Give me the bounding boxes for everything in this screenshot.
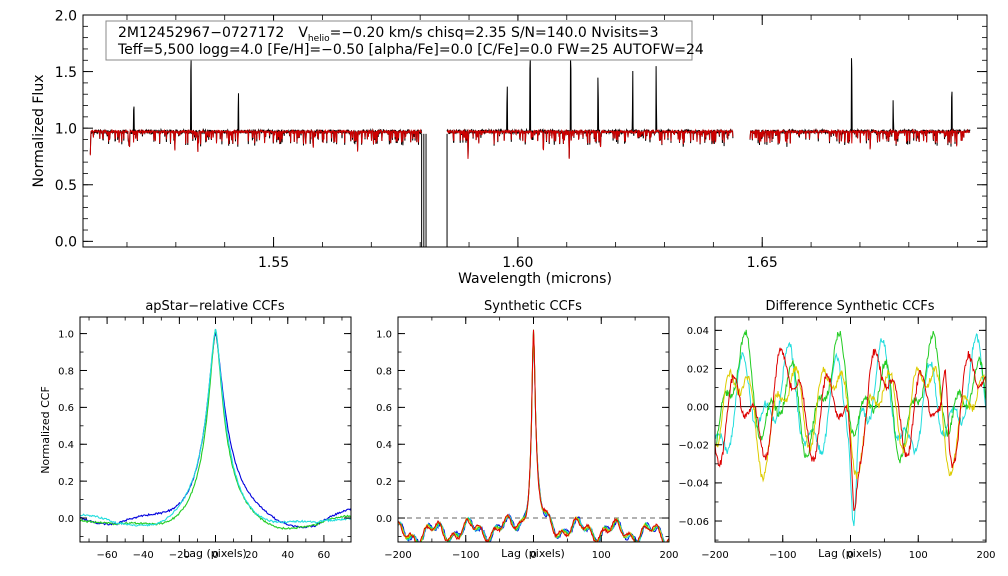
y-tick-label: 0.2 (376, 477, 392, 488)
x-tick-label: 0 (847, 550, 853, 561)
annotation-box (105, 20, 693, 61)
x-tick-label: 20 (245, 550, 258, 561)
ccf-panel-synthetic: −200 −100 0 100 200 0.0 0.2 0.4 0.6 0.8 1.0 Synthe… (376, 299, 678, 561)
annotation-line-2: Teff=5,500 logg=4.0 [Fe/H]=−0.50 [alpha/… (117, 42, 704, 58)
ccf2-frame (397, 316, 670, 543)
x-tick-label: 200 (659, 550, 678, 561)
y-tick-label: 0.0 (55, 235, 77, 251)
spectrum-synthetic-line (89, 128, 422, 156)
ccf3-series-line (715, 333, 986, 527)
ccf2-series-line (398, 329, 669, 542)
x-tick-label: −60 (97, 550, 118, 561)
y-tick-label: 0.2 (58, 477, 74, 488)
ccf1-series-line (80, 328, 351, 527)
y-tick-label: −0.04 (678, 479, 709, 490)
x-tick-label: 0 (530, 550, 536, 561)
y-tick-label: 1.0 (55, 121, 77, 137)
x-tick-label: −40 (133, 550, 154, 561)
y-tick-label: −0.06 (678, 517, 709, 528)
ccf1-frame (79, 316, 352, 543)
y-tick-label: 0.4 (376, 440, 392, 451)
ccf2-series-line (398, 330, 669, 542)
x-tick-label: 60 (318, 550, 331, 561)
y-tick-label: 0.8 (376, 366, 392, 377)
x-tick-label: 100 (592, 550, 611, 561)
ccf3-title: Difference Synthetic CCFs (765, 299, 934, 314)
spectrum-synthetic-line (749, 128, 971, 150)
ccf1-y-label: Normalized CCF (39, 386, 52, 474)
spectrum-frame (82, 14, 988, 248)
ccf1-title: apStar−relative CCFs (145, 299, 285, 314)
y-tick-label: 0.0 (376, 514, 392, 525)
y-tick-label: 0.04 (687, 326, 709, 337)
y-tick-label: 0.5 (55, 178, 77, 194)
x-tick-label: 1.60 (502, 255, 533, 271)
y-tick-label: 0.6 (376, 403, 392, 414)
y-tick-label: 2.0 (55, 8, 77, 24)
x-tick-label: −100 (769, 550, 796, 561)
ccf1-data (80, 328, 351, 530)
ccf2-series-line (398, 329, 669, 542)
ccf2-series-line (398, 333, 665, 542)
ccf1-x-label: Lag (pixels) (183, 547, 247, 560)
ccf1-axes: −60 −40 −20 0 20 40 60 0.0 0.2 0.4 0.6 0.8 1.0 (58, 317, 351, 561)
ccf2-series-line (398, 331, 669, 542)
x-tick-label: −200 (701, 550, 728, 561)
spectrum-x-label: Wavelength (microns) (458, 271, 612, 287)
y-tick-label: 1.0 (376, 329, 392, 340)
x-tick-label: 1.65 (747, 255, 778, 271)
spectrum-axes: 1.55 1.60 1.65 0.0 0.5 1.0 1.5 2.0 (55, 8, 987, 271)
x-tick-label: −100 (452, 550, 479, 561)
y-tick-label: 0.00 (687, 402, 709, 413)
y-tick-label: 0.02 (687, 364, 709, 375)
ccf1-series-line (80, 329, 351, 530)
x-tick-label: 0 (212, 550, 218, 561)
y-tick-label: 0.8 (58, 366, 74, 377)
ccf3-x-label: Lag (pixels) (818, 547, 882, 560)
y-tick-label: 0.0 (58, 514, 74, 525)
ccf2-data (398, 329, 669, 542)
annotation-line-1: 2M12452967−0727172 Vhelio=−0.20 km/s chis… (118, 25, 659, 44)
ccf-panel-difference: −200 −100 0 100 200 −0.06 −0.04 −0.02 0.00 0.02 0.… (678, 299, 995, 561)
spectrum-panel: 1.55 1.60 1.65 0.0 0.5 1.0 1.5 2.0 2M12452967−0… (31, 8, 988, 287)
ccf3-axes: −200 −100 0 100 200 −0.06 −0.04 −0.02 0.00 0.02 0.… (678, 317, 996, 561)
ccf3-data (715, 329, 986, 527)
spectrum-synthetic-line (446, 128, 734, 159)
y-tick-label: 1.0 (58, 329, 74, 340)
x-tick-label: −20 (169, 550, 190, 561)
ccf3-series-line (715, 365, 986, 483)
y-tick-label: −0.02 (678, 441, 709, 452)
x-tick-label: 100 (909, 550, 928, 561)
ccf1-series-line (80, 332, 351, 529)
y-tick-label: 0.6 (58, 403, 74, 414)
ccf2-title: Synthetic CCFs (484, 299, 582, 314)
spectrum-y-label: Normalized Flux (31, 75, 47, 188)
ccf2-axes: −200 −100 0 100 200 0.0 0.2 0.4 0.6 0.8 1.0 (376, 317, 679, 561)
y-tick-label: 0.4 (58, 440, 74, 451)
spectrum-data (89, 58, 971, 247)
x-tick-label: 200 (976, 550, 995, 561)
x-tick-label: 1.55 (258, 255, 289, 271)
y-tick-label: 1.5 (55, 65, 77, 81)
ccf3-series-line (715, 347, 986, 512)
x-tick-label: −200 (384, 550, 411, 561)
ccf2-x-label: Lag (pixels) (501, 547, 565, 560)
ccf-panel-apstar: −60 −40 −20 0 20 40 60 0.0 0.2 0.4 0.6 0.8 1.0 apSta… (39, 299, 352, 561)
ccf3-frame (714, 316, 987, 543)
x-tick-label: 40 (281, 550, 294, 561)
